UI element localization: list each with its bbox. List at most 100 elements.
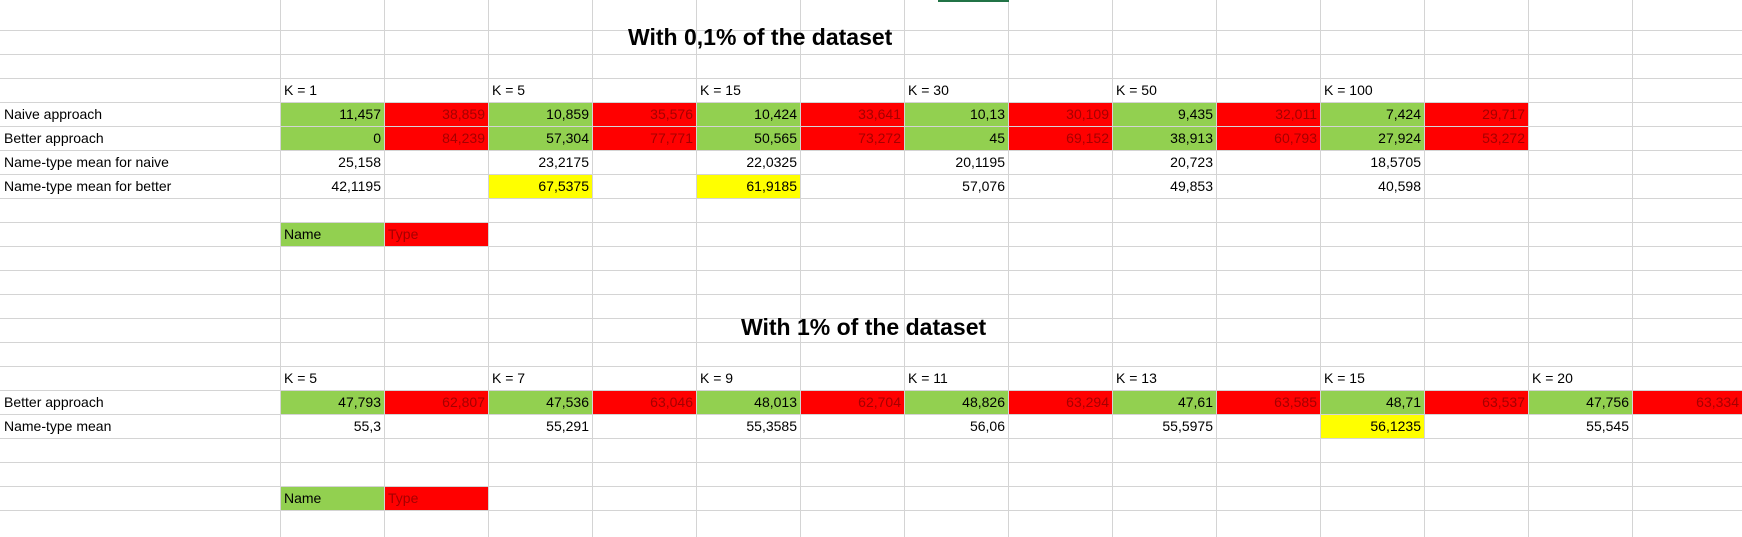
- k-header[interactable]: K = 9: [700, 370, 734, 386]
- type-value-cell[interactable]: 84,239: [385, 127, 488, 150]
- gridline-col: [1424, 0, 1425, 537]
- gridline-row: [0, 54, 1742, 55]
- mean-value-cell[interactable]: 18,5705: [1370, 154, 1421, 170]
- type-value-cell[interactable]: 62,704: [801, 391, 904, 414]
- k-header[interactable]: K = 1: [284, 82, 318, 98]
- mean-value-cell[interactable]: 55,3: [353, 418, 381, 434]
- k-header[interactable]: K = 11: [908, 370, 948, 386]
- name-value-cell[interactable]: 0: [281, 127, 384, 150]
- name-value-cell[interactable]: 9,435: [1113, 103, 1216, 126]
- row-label[interactable]: Better approach: [4, 130, 104, 146]
- row-label[interactable]: Name-type mean for better: [4, 178, 172, 194]
- gridline-row: [0, 222, 1742, 223]
- mean-value-cell[interactable]: 40,598: [1378, 178, 1421, 194]
- name-value-cell[interactable]: 57,304: [489, 127, 592, 150]
- gridline-col: [800, 0, 801, 537]
- gridline-row: [0, 246, 1742, 247]
- mean-value-cell[interactable]: 57,076: [962, 178, 1005, 194]
- type-value-cell[interactable]: 73,272: [801, 127, 904, 150]
- k-header[interactable]: K = 5: [492, 82, 526, 98]
- mean-value-cell[interactable]: 55,5975: [1162, 418, 1213, 434]
- gridline-col: [280, 0, 281, 537]
- k-header[interactable]: K = 13: [1116, 370, 1157, 386]
- legend-type[interactable]: Type: [385, 487, 488, 510]
- name-value-cell[interactable]: 10,13: [905, 103, 1008, 126]
- name-value-cell[interactable]: 7,424: [1321, 103, 1424, 126]
- type-value-cell[interactable]: 53,272: [1425, 127, 1528, 150]
- gridline-row: [0, 198, 1742, 199]
- mean-value-cell[interactable]: 55,545: [1586, 418, 1629, 434]
- mean-value-cell[interactable]: 56,06: [969, 418, 1005, 434]
- k-header[interactable]: K = 20: [1532, 370, 1573, 386]
- type-value-cell[interactable]: 63,294: [1009, 391, 1112, 414]
- name-value-cell[interactable]: 10,424: [697, 103, 800, 126]
- gridline-row: [0, 30, 1742, 31]
- gridline-col: [696, 0, 697, 537]
- gridline-row: [0, 102, 1742, 103]
- section1-title: With 0,1% of the dataset: [628, 24, 893, 50]
- gridline-col: [1320, 0, 1321, 537]
- row-label[interactable]: Better approach: [4, 394, 104, 410]
- mean-value-cell[interactable]: 23,2175: [538, 154, 589, 170]
- gridline-row: [0, 126, 1742, 127]
- name-value-cell[interactable]: 38,913: [1113, 127, 1216, 150]
- name-value-cell[interactable]: 47,756: [1529, 391, 1632, 414]
- active-sheet-indicator: [938, 0, 1009, 2]
- name-value-cell[interactable]: 47,61: [1113, 391, 1216, 414]
- mean-value-cell[interactable]: 55,3585: [746, 418, 797, 434]
- name-value-cell[interactable]: 11,457: [281, 103, 384, 126]
- mean-value-cell[interactable]: 20,1195: [955, 154, 1005, 170]
- gridline-row: [0, 318, 1742, 319]
- type-value-cell[interactable]: 77,771: [593, 127, 696, 150]
- type-value-cell[interactable]: 38,859: [385, 103, 488, 126]
- type-value-cell[interactable]: 29,717: [1425, 103, 1528, 126]
- name-value-cell[interactable]: 48,826: [905, 391, 1008, 414]
- row-label[interactable]: Name-type mean: [4, 418, 112, 434]
- gridline-col: [904, 0, 905, 537]
- type-value-cell[interactable]: 63,046: [593, 391, 696, 414]
- k-header[interactable]: K = 30: [908, 82, 949, 98]
- mean-value-cell[interactable]: 61,9185: [697, 175, 800, 198]
- row-label[interactable]: Name-type mean for naive: [4, 154, 169, 170]
- name-value-cell[interactable]: 47,536: [489, 391, 592, 414]
- name-value-cell[interactable]: 10,859: [489, 103, 592, 126]
- type-value-cell[interactable]: 35,576: [593, 103, 696, 126]
- name-value-cell[interactable]: 47,793: [281, 391, 384, 414]
- type-value-cell[interactable]: 33,641: [801, 103, 904, 126]
- type-value-cell[interactable]: 62,807: [385, 391, 488, 414]
- legend-type[interactable]: Type: [385, 223, 488, 246]
- name-value-cell[interactable]: 27,924: [1321, 127, 1424, 150]
- name-value-cell[interactable]: 48,013: [697, 391, 800, 414]
- mean-value-cell[interactable]: 55,291: [546, 418, 589, 434]
- mean-value-cell[interactable]: 56,1235: [1321, 415, 1424, 438]
- k-header[interactable]: K = 5: [284, 370, 318, 386]
- k-header[interactable]: K = 15: [1324, 370, 1365, 386]
- mean-value-cell[interactable]: 20,723: [1170, 154, 1213, 170]
- legend-name[interactable]: Name: [281, 223, 384, 246]
- mean-value-cell[interactable]: 49,853: [1170, 178, 1213, 194]
- type-value-cell[interactable]: 69,152: [1009, 127, 1112, 150]
- legend-name[interactable]: Name: [281, 487, 384, 510]
- gridline-col: [1528, 0, 1529, 537]
- type-value-cell[interactable]: 30,109: [1009, 103, 1112, 126]
- name-value-cell[interactable]: 48,71: [1321, 391, 1424, 414]
- mean-value-cell[interactable]: 25,158: [338, 154, 381, 170]
- type-value-cell[interactable]: 63,537: [1425, 391, 1528, 414]
- name-value-cell[interactable]: 50,565: [697, 127, 800, 150]
- type-value-cell[interactable]: 60,793: [1217, 127, 1320, 150]
- type-value-cell[interactable]: 63,585: [1217, 391, 1320, 414]
- k-header[interactable]: K = 50: [1116, 82, 1157, 98]
- type-value-cell[interactable]: 63,334: [1633, 391, 1742, 414]
- mean-value-cell[interactable]: 42,1195: [331, 178, 381, 194]
- k-header[interactable]: K = 100: [1324, 82, 1373, 98]
- mean-value-cell[interactable]: 67,5375: [489, 175, 592, 198]
- k-header[interactable]: K = 7: [492, 370, 526, 386]
- k-header[interactable]: K = 15: [700, 82, 741, 98]
- row-label[interactable]: Naive approach: [4, 106, 103, 122]
- gridline-col: [1632, 0, 1633, 537]
- mean-value-cell[interactable]: 22,0325: [746, 154, 797, 170]
- type-value-cell[interactable]: 32,011: [1217, 103, 1320, 126]
- name-value-cell[interactable]: 45: [905, 127, 1008, 150]
- gridline-col: [592, 0, 593, 537]
